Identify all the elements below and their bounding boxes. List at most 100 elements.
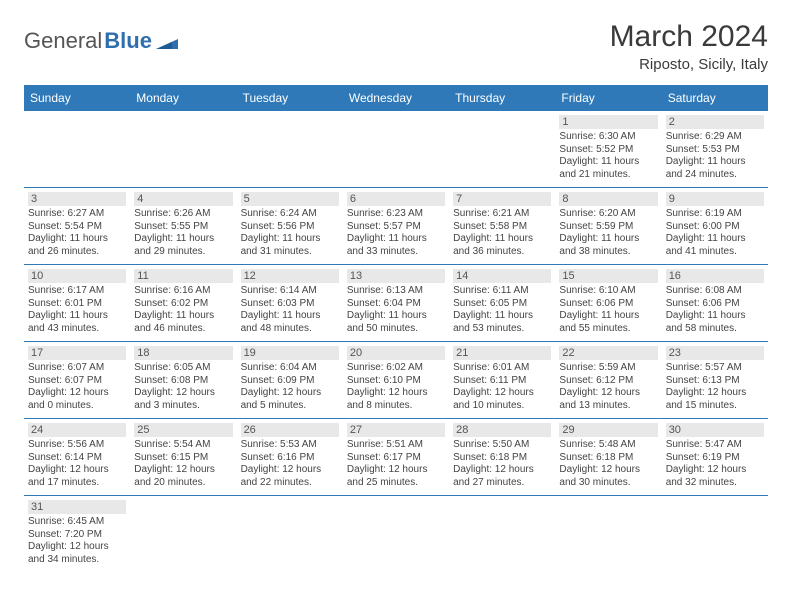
sunset-line: Sunset: 6:15 PM [134,452,232,465]
sunrise-line: Sunrise: 6:29 AM [666,131,764,144]
day-of-week-header: Sunday Monday Tuesday Wednesday Thursday… [24,85,768,111]
daylight-line: Daylight: 12 hours [134,387,232,400]
daylight-line: and 17 minutes. [28,477,126,490]
day-number: 5 [241,192,339,206]
daylight-line: Daylight: 11 hours [28,233,126,246]
daylight-line: Daylight: 11 hours [134,233,232,246]
day-cell: 14Sunrise: 6:11 AMSunset: 6:05 PMDayligh… [449,265,555,341]
dow-saturday: Saturday [662,85,768,111]
daylight-line: and 30 minutes. [559,477,657,490]
sunset-line: Sunset: 6:08 PM [134,375,232,388]
day-cell [343,496,449,572]
location: Riposto, Sicily, Italy [610,56,768,73]
day-cell: 30Sunrise: 5:47 AMSunset: 6:19 PMDayligh… [662,419,768,495]
daylight-line: Daylight: 11 hours [666,310,764,323]
day-number: 11 [134,269,232,283]
sunset-line: Sunset: 5:57 PM [347,221,445,234]
daylight-line: Daylight: 11 hours [241,310,339,323]
day-number: 4 [134,192,232,206]
daylight-line: and 10 minutes. [453,400,551,413]
sunset-line: Sunset: 6:18 PM [559,452,657,465]
sunset-line: Sunset: 6:18 PM [453,452,551,465]
logo-flag-icon [156,33,178,49]
daylight-line: Daylight: 11 hours [559,310,657,323]
daylight-line: Daylight: 12 hours [453,387,551,400]
daylight-line: Daylight: 11 hours [241,233,339,246]
logo: General Blue [24,28,178,54]
sunrise-line: Sunrise: 5:48 AM [559,439,657,452]
day-cell: 12Sunrise: 6:14 AMSunset: 6:03 PMDayligh… [237,265,343,341]
sunrise-line: Sunrise: 6:08 AM [666,285,764,298]
day-number: 21 [453,346,551,360]
day-number: 12 [241,269,339,283]
day-number: 22 [559,346,657,360]
sunrise-line: Sunrise: 5:54 AM [134,439,232,452]
daylight-line: and 58 minutes. [666,323,764,336]
sunrise-line: Sunrise: 5:47 AM [666,439,764,452]
day-cell: 17Sunrise: 6:07 AMSunset: 6:07 PMDayligh… [24,342,130,418]
sunrise-line: Sunrise: 6:23 AM [347,208,445,221]
daylight-line: Daylight: 11 hours [134,310,232,323]
daylight-line: and 46 minutes. [134,323,232,336]
sunrise-line: Sunrise: 5:59 AM [559,362,657,375]
day-cell: 11Sunrise: 6:16 AMSunset: 6:02 PMDayligh… [130,265,236,341]
daylight-line: and 48 minutes. [241,323,339,336]
dow-monday: Monday [130,85,236,111]
sunset-line: Sunset: 5:56 PM [241,221,339,234]
daylight-line: Daylight: 12 hours [347,464,445,477]
sunset-line: Sunset: 5:53 PM [666,144,764,157]
sunrise-line: Sunrise: 6:02 AM [347,362,445,375]
sunrise-line: Sunrise: 6:16 AM [134,285,232,298]
week-row: 24Sunrise: 5:56 AMSunset: 6:14 PMDayligh… [24,419,768,496]
day-cell: 13Sunrise: 6:13 AMSunset: 6:04 PMDayligh… [343,265,449,341]
daylight-line: Daylight: 12 hours [134,464,232,477]
logo-text-2: Blue [104,28,152,54]
day-cell: 9Sunrise: 6:19 AMSunset: 6:00 PMDaylight… [662,188,768,264]
day-cell [555,496,661,572]
dow-friday: Friday [555,85,661,111]
day-cell: 15Sunrise: 6:10 AMSunset: 6:06 PMDayligh… [555,265,661,341]
day-cell [237,111,343,187]
day-number: 27 [347,423,445,437]
day-cell: 4Sunrise: 6:26 AMSunset: 5:55 PMDaylight… [130,188,236,264]
week-row: 3Sunrise: 6:27 AMSunset: 5:54 PMDaylight… [24,188,768,265]
daylight-line: Daylight: 11 hours [453,233,551,246]
sunrise-line: Sunrise: 6:24 AM [241,208,339,221]
dow-tuesday: Tuesday [237,85,343,111]
day-number: 10 [28,269,126,283]
day-cell: 21Sunrise: 6:01 AMSunset: 6:11 PMDayligh… [449,342,555,418]
daylight-line: and 29 minutes. [134,246,232,259]
sunset-line: Sunset: 6:12 PM [559,375,657,388]
sunset-line: Sunset: 5:59 PM [559,221,657,234]
sunset-line: Sunset: 6:05 PM [453,298,551,311]
sunrise-line: Sunrise: 5:56 AM [28,439,126,452]
sunrise-line: Sunrise: 6:21 AM [453,208,551,221]
daylight-line: and 0 minutes. [28,400,126,413]
daylight-line: and 41 minutes. [666,246,764,259]
sunrise-line: Sunrise: 6:14 AM [241,285,339,298]
day-cell [343,111,449,187]
sunset-line: Sunset: 6:01 PM [28,298,126,311]
sunset-line: Sunset: 6:11 PM [453,375,551,388]
daylight-line: Daylight: 12 hours [28,464,126,477]
daylight-line: Daylight: 12 hours [28,541,126,554]
sunset-line: Sunset: 6:10 PM [347,375,445,388]
daylight-line: and 32 minutes. [666,477,764,490]
day-cell [237,496,343,572]
sunset-line: Sunset: 6:07 PM [28,375,126,388]
sunset-line: Sunset: 6:16 PM [241,452,339,465]
day-cell: 16Sunrise: 6:08 AMSunset: 6:06 PMDayligh… [662,265,768,341]
sunset-line: Sunset: 6:04 PM [347,298,445,311]
day-cell: 1Sunrise: 6:30 AMSunset: 5:52 PMDaylight… [555,111,661,187]
day-number: 31 [28,500,126,514]
day-number: 14 [453,269,551,283]
calendar: Sunday Monday Tuesday Wednesday Thursday… [24,85,768,572]
sunset-line: Sunset: 6:06 PM [666,298,764,311]
sunrise-line: Sunrise: 5:53 AM [241,439,339,452]
day-cell [130,496,236,572]
daylight-line: and 26 minutes. [28,246,126,259]
daylight-line: Daylight: 12 hours [666,464,764,477]
sunrise-line: Sunrise: 6:19 AM [666,208,764,221]
day-number: 25 [134,423,232,437]
day-number: 8 [559,192,657,206]
